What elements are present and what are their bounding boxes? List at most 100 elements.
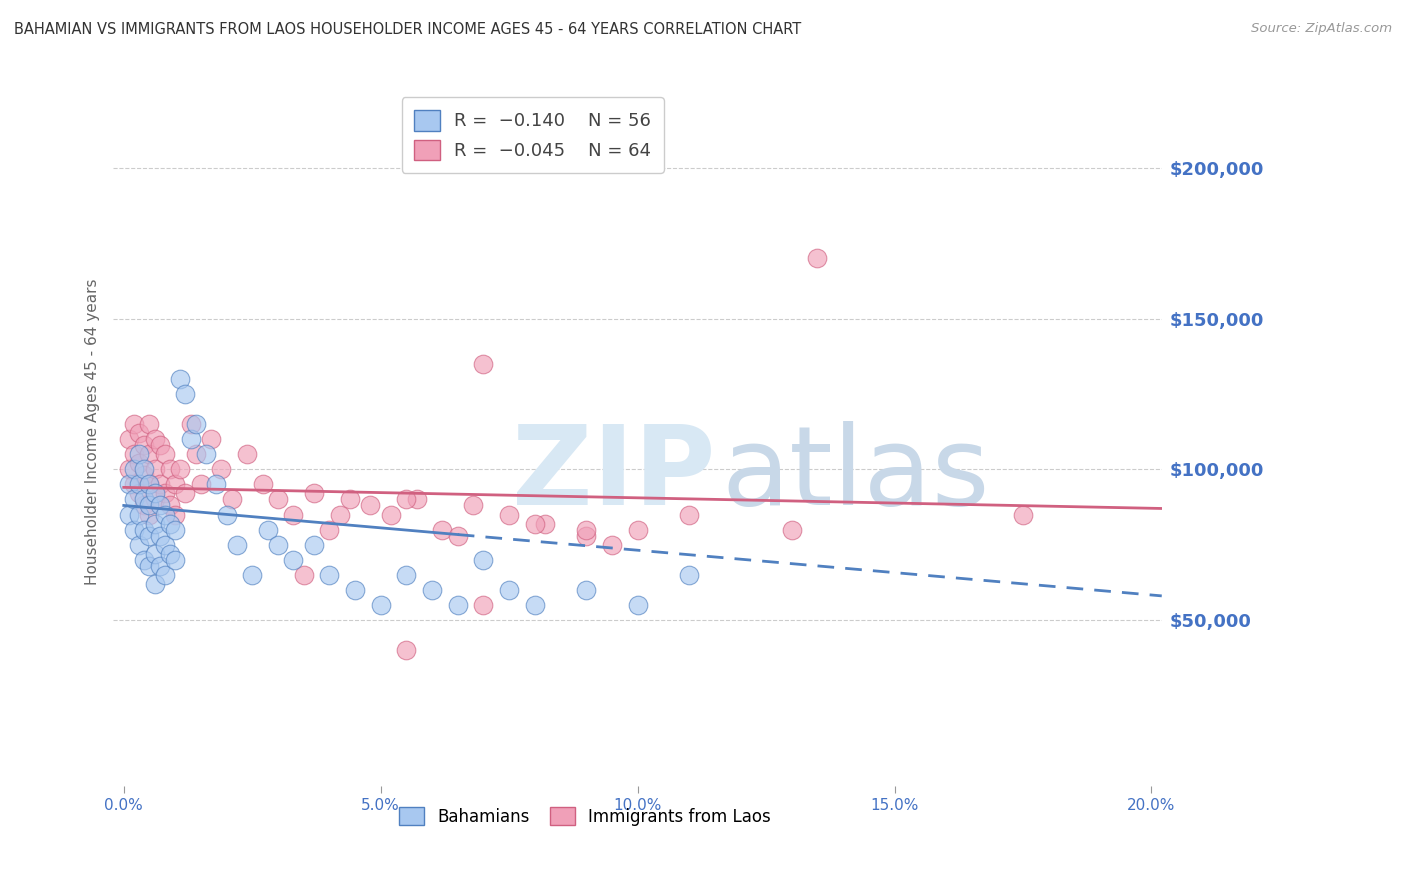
Point bbox=[215, 508, 238, 522]
Text: Source: ZipAtlas.com: Source: ZipAtlas.com bbox=[1251, 22, 1392, 36]
Point bbox=[159, 547, 181, 561]
Point bbox=[169, 372, 191, 386]
Point bbox=[128, 477, 150, 491]
Point bbox=[221, 492, 243, 507]
Point bbox=[236, 447, 259, 461]
Point bbox=[128, 456, 150, 470]
Point bbox=[200, 432, 222, 446]
Point bbox=[128, 508, 150, 522]
Point bbox=[523, 516, 546, 531]
Point bbox=[153, 508, 176, 522]
Point bbox=[143, 577, 166, 591]
Point bbox=[339, 492, 361, 507]
Point bbox=[165, 552, 187, 566]
Text: atlas: atlas bbox=[721, 421, 990, 527]
Point bbox=[395, 492, 418, 507]
Point bbox=[209, 462, 232, 476]
Point bbox=[143, 432, 166, 446]
Point bbox=[118, 477, 141, 491]
Point bbox=[184, 417, 207, 431]
Point bbox=[318, 523, 340, 537]
Point bbox=[498, 508, 520, 522]
Text: BAHAMIAN VS IMMIGRANTS FROM LAOS HOUSEHOLDER INCOME AGES 45 - 64 YEARS CORRELATI: BAHAMIAN VS IMMIGRANTS FROM LAOS HOUSEHO… bbox=[14, 22, 801, 37]
Point bbox=[432, 523, 454, 537]
Point bbox=[138, 508, 160, 522]
Point bbox=[302, 538, 325, 552]
Point bbox=[122, 492, 145, 507]
Point bbox=[118, 462, 141, 476]
Point bbox=[122, 477, 145, 491]
Point bbox=[292, 567, 315, 582]
Point bbox=[149, 438, 172, 452]
Point bbox=[195, 447, 218, 461]
Point bbox=[128, 426, 150, 441]
Point bbox=[128, 538, 150, 552]
Point bbox=[134, 523, 156, 537]
Point bbox=[118, 508, 141, 522]
Point bbox=[159, 516, 181, 531]
Point bbox=[138, 477, 160, 491]
Point bbox=[256, 523, 278, 537]
Point bbox=[165, 508, 187, 522]
Point bbox=[252, 477, 274, 491]
Point bbox=[302, 486, 325, 500]
Point bbox=[205, 477, 228, 491]
Point bbox=[138, 558, 160, 573]
Point bbox=[138, 528, 160, 542]
Point bbox=[122, 417, 145, 431]
Point bbox=[165, 523, 187, 537]
Point bbox=[283, 552, 305, 566]
Point bbox=[159, 499, 181, 513]
Point bbox=[190, 477, 212, 491]
Point bbox=[472, 598, 495, 612]
Point bbox=[780, 523, 803, 537]
Point bbox=[447, 528, 470, 542]
Point bbox=[225, 538, 247, 552]
Point bbox=[149, 558, 172, 573]
Point bbox=[405, 492, 427, 507]
Point bbox=[534, 516, 557, 531]
Point bbox=[149, 477, 172, 491]
Point bbox=[395, 567, 418, 582]
Point bbox=[420, 582, 443, 597]
Point bbox=[153, 486, 176, 500]
Point bbox=[180, 432, 202, 446]
Point bbox=[149, 499, 172, 513]
Point bbox=[627, 598, 650, 612]
Point bbox=[180, 417, 202, 431]
Point bbox=[184, 447, 207, 461]
Point bbox=[240, 567, 263, 582]
Point bbox=[267, 492, 290, 507]
Point bbox=[174, 486, 197, 500]
Point bbox=[143, 462, 166, 476]
Point bbox=[138, 499, 160, 513]
Y-axis label: Householder Income Ages 45 - 64 years: Householder Income Ages 45 - 64 years bbox=[86, 278, 100, 585]
Point bbox=[267, 538, 290, 552]
Point bbox=[138, 417, 160, 431]
Point bbox=[463, 499, 485, 513]
Point bbox=[329, 508, 352, 522]
Point bbox=[318, 567, 340, 582]
Point bbox=[165, 477, 187, 491]
Point bbox=[283, 508, 305, 522]
Point bbox=[149, 528, 172, 542]
Point bbox=[678, 567, 700, 582]
Point bbox=[153, 567, 176, 582]
Point bbox=[143, 492, 166, 507]
Point bbox=[472, 357, 495, 371]
Point bbox=[498, 582, 520, 597]
Point bbox=[134, 552, 156, 566]
Point bbox=[143, 516, 166, 531]
Point bbox=[1012, 508, 1035, 522]
Point bbox=[678, 508, 700, 522]
Point bbox=[122, 447, 145, 461]
Legend: Bahamians, Immigrants from Laos: Bahamians, Immigrants from Laos bbox=[391, 799, 779, 834]
Point bbox=[134, 492, 156, 507]
Point bbox=[134, 462, 156, 476]
Point bbox=[806, 252, 828, 266]
Point bbox=[575, 528, 598, 542]
Point bbox=[153, 447, 176, 461]
Point bbox=[134, 438, 156, 452]
Point bbox=[523, 598, 546, 612]
Point bbox=[128, 447, 150, 461]
